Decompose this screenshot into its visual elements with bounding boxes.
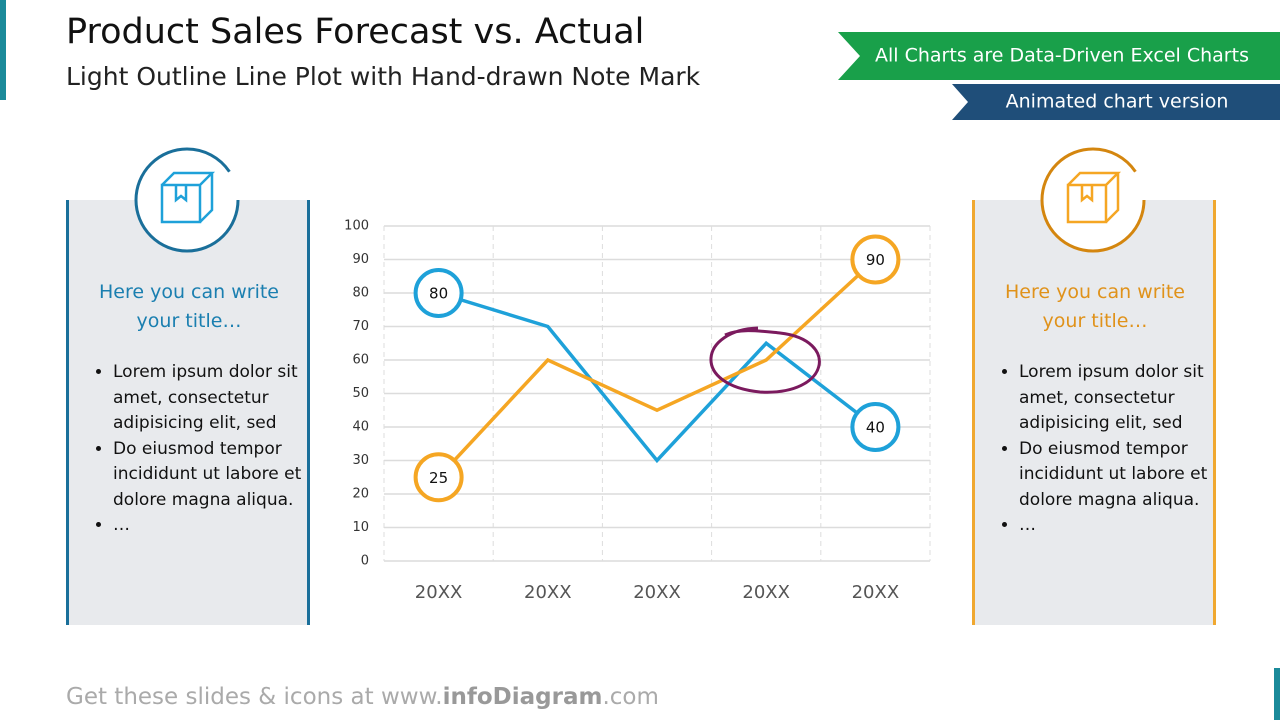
footer-text: .com (602, 684, 659, 710)
series-line (438, 291, 877, 464)
side-panel: Here you can write your title… Lorem ips… (972, 200, 1216, 625)
bullet: Lorem ipsum dolor sit amet, consectetur … (113, 360, 323, 437)
value-label: 40 (866, 419, 885, 437)
accent-bar (1274, 668, 1280, 720)
value-label-circle (413, 268, 464, 318)
title: Product Sales Forecast vs. Actual (66, 12, 645, 52)
side-panel: Here you can write your title… Lorem ips… (66, 200, 310, 625)
value-label: 80 (429, 285, 448, 303)
subtitle: Light Outline Line Plot with Hand-drawn … (66, 62, 701, 91)
bullet: … (113, 513, 323, 539)
icon-right (1040, 147, 1146, 253)
bullet-list: Lorem ipsum dolor sit amet, consectetur … (83, 360, 323, 539)
footer-text: Get these slides & icons at www. (66, 684, 443, 710)
x-tick-label: 20XX (852, 582, 900, 603)
y-tick-label: 30 (352, 453, 369, 468)
footer-brand: infoDiagram (442, 684, 603, 710)
y-tick-label: 70 (352, 319, 369, 334)
value-label-circle (850, 234, 901, 285)
y-tick-label: 50 (352, 386, 369, 401)
x-tick-label: 20XX (742, 582, 790, 603)
bullet-list: Lorem ipsum dolor sit amet, consectetur … (989, 360, 1229, 539)
value-label: 25 (429, 469, 448, 487)
bullet: Do eiusmod tempor incididunt ut labore e… (1019, 437, 1229, 514)
badge-green (838, 32, 1280, 80)
icon-left (134, 147, 240, 253)
value-label-circle (850, 402, 901, 452)
x-tick-label: 20XX (524, 582, 572, 603)
bullet: … (1019, 513, 1229, 539)
y-tick-label: 40 (352, 420, 369, 435)
y-tick-label: 80 (352, 286, 369, 301)
bullet: Do eiusmod tempor incididunt ut labore e… (113, 437, 323, 514)
badge-text: Animated chart version (1006, 91, 1229, 113)
series-line (437, 258, 877, 479)
y-tick-label: 10 (352, 520, 369, 535)
footer: Get these slides & icons at www.infoDiag… (66, 684, 659, 710)
bullet: Lorem ipsum dolor sit amet, consectetur … (1019, 360, 1229, 437)
panel-title: Here you can write your title… (1005, 281, 1185, 332)
value-label: 90 (866, 251, 885, 269)
panel-title: Here you can write your title… (99, 281, 279, 332)
y-tick-label: 90 (352, 252, 369, 267)
y-tick-label: 0 (361, 554, 369, 569)
badge-blue (952, 84, 1280, 120)
x-tick-label: 20XX (633, 582, 681, 603)
badge-text: All Charts are Data-Driven Excel Charts (875, 45, 1249, 67)
y-tick-label: 20 (352, 487, 369, 502)
y-tick-label: 60 (352, 353, 369, 368)
accent-bar (0, 0, 6, 100)
value-label-circle (413, 452, 464, 503)
y-tick-label: 100 (344, 219, 369, 234)
x-tick-label: 20XX (415, 582, 463, 603)
note-mark (709, 326, 821, 394)
